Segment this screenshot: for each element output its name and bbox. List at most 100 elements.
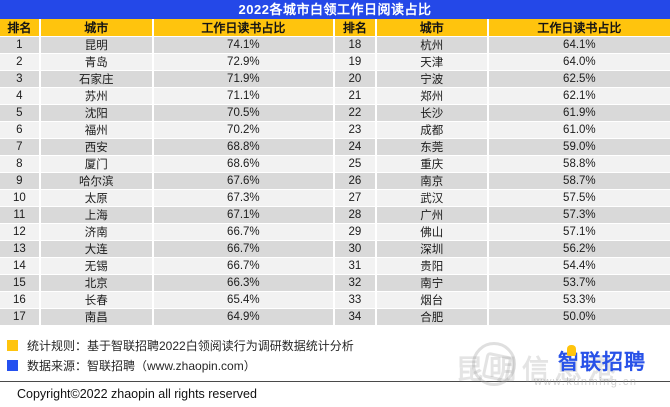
- share-cell: 50.0%: [488, 309, 670, 326]
- city-cell: 武汉: [376, 190, 489, 207]
- rank-cell: 32: [334, 275, 377, 292]
- city-cell: 杭州: [376, 37, 489, 54]
- share-cell: 71.1%: [153, 88, 335, 105]
- share-cell: 58.8%: [488, 156, 670, 173]
- city-cell: 北京: [40, 275, 154, 292]
- legend-item-stat-rule: 统计规则：基于智联招聘2022白领阅读行为调研数据统计分析: [7, 338, 670, 353]
- share-cell: 66.3%: [153, 275, 335, 292]
- legend: 统计规则：基于智联招聘2022白领阅读行为调研数据统计分析 数据来源：智联招聘（…: [0, 326, 670, 373]
- page-title: 2022各城市白领工作日阅读占比: [0, 0, 670, 19]
- share-cell: 67.6%: [153, 173, 335, 190]
- share-cell: 57.3%: [488, 207, 670, 224]
- share-cell: 66.7%: [153, 224, 335, 241]
- share-cell: 67.1%: [153, 207, 335, 224]
- city-cell: 佛山: [376, 224, 489, 241]
- table-row: 16 长春 65.4% 33 烟台 53.3%: [0, 292, 670, 309]
- rank-cell: 3: [0, 71, 41, 88]
- share-cell: 66.7%: [153, 258, 335, 275]
- blue-swatch-icon: [7, 360, 18, 371]
- city-cell: 天津: [376, 54, 489, 71]
- rank-cell: 4: [0, 88, 41, 105]
- col-header-city-left: 城市: [40, 19, 154, 37]
- share-cell: 57.5%: [488, 190, 670, 207]
- rank-cell: 27: [334, 190, 377, 207]
- share-cell: 54.4%: [488, 258, 670, 275]
- table-row: 15 北京 66.3% 32 南宁 53.7%: [0, 275, 670, 292]
- legend-item-data-source: 数据来源：智联招聘（www.zhaopin.com）: [7, 358, 670, 373]
- city-cell: 合肥: [376, 309, 489, 326]
- city-cell: 太原: [40, 190, 154, 207]
- share-cell: 64.9%: [153, 309, 335, 326]
- city-cell: 青岛: [40, 54, 154, 71]
- rank-cell: 16: [0, 292, 41, 309]
- city-cell: 济南: [40, 224, 154, 241]
- table-row: 7 西安 68.8% 24 东莞 59.0%: [0, 139, 670, 156]
- city-cell: 深圳: [376, 241, 489, 258]
- city-cell: 长沙: [376, 105, 489, 122]
- col-header-share-right: 工作日读书占比: [488, 19, 670, 37]
- share-cell: 62.1%: [488, 88, 670, 105]
- share-cell: 53.7%: [488, 275, 670, 292]
- rank-cell: 12: [0, 224, 41, 241]
- header-row: 排名 城市 工作日读书占比 排名 城市 工作日读书占比: [0, 19, 670, 37]
- share-cell: 61.9%: [488, 105, 670, 122]
- rank-cell: 26: [334, 173, 377, 190]
- rank-cell: 17: [0, 309, 41, 326]
- table-row: 4 苏州 71.1% 21 郑州 62.1%: [0, 88, 670, 105]
- rank-cell: 29: [334, 224, 377, 241]
- city-cell: 烟台: [376, 292, 489, 309]
- ranking-table: 排名 城市 工作日读书占比 排名 城市 工作日读书占比 1 昆明 74.1% 18 杭州…: [0, 19, 670, 326]
- city-cell: 苏州: [40, 88, 154, 105]
- copyright-text: Copyright©2022 zhaopin all rights reserv…: [17, 387, 257, 401]
- rank-cell: 25: [334, 156, 377, 173]
- share-cell: 59.0%: [488, 139, 670, 156]
- rank-cell: 30: [334, 241, 377, 258]
- rank-cell: 23: [334, 122, 377, 139]
- share-cell: 64.1%: [488, 37, 670, 54]
- share-cell: 61.0%: [488, 122, 670, 139]
- table-row: 10 太原 67.3% 27 武汉 57.5%: [0, 190, 670, 207]
- table-row: 5 沈阳 70.5% 22 长沙 61.9%: [0, 105, 670, 122]
- share-cell: 53.3%: [488, 292, 670, 309]
- table-row: 2 青岛 72.9% 19 天津 64.0%: [0, 54, 670, 71]
- city-cell: 上海: [40, 207, 154, 224]
- share-cell: 64.0%: [488, 54, 670, 71]
- yellow-swatch-icon: [7, 340, 18, 351]
- share-cell: 67.3%: [153, 190, 335, 207]
- city-cell: 石家庄: [40, 71, 154, 88]
- share-cell: 57.1%: [488, 224, 670, 241]
- table-row: 3 石家庄 71.9% 20 宁波 62.5%: [0, 71, 670, 88]
- city-cell: 南昌: [40, 309, 154, 326]
- share-cell: 62.5%: [488, 71, 670, 88]
- rank-cell: 1: [0, 37, 41, 54]
- rank-cell: 7: [0, 139, 41, 156]
- share-cell: 58.7%: [488, 173, 670, 190]
- city-cell: 贵阳: [376, 258, 489, 275]
- share-cell: 72.9%: [153, 54, 335, 71]
- share-cell: 56.2%: [488, 241, 670, 258]
- table-row: 12 济南 66.7% 29 佛山 57.1%: [0, 224, 670, 241]
- rank-cell: 19: [334, 54, 377, 71]
- city-cell: 宁波: [376, 71, 489, 88]
- share-cell: 65.4%: [153, 292, 335, 309]
- city-cell: 南京: [376, 173, 489, 190]
- table-row: 9 哈尔滨 67.6% 26 南京 58.7%: [0, 173, 670, 190]
- city-cell: 成都: [376, 122, 489, 139]
- table-row: 14 无锡 66.7% 31 贵阳 54.4%: [0, 258, 670, 275]
- rank-cell: 28: [334, 207, 377, 224]
- rank-cell: 24: [334, 139, 377, 156]
- city-cell: 哈尔滨: [40, 173, 154, 190]
- city-cell: 南宁: [376, 275, 489, 292]
- legend-stat-rule-text: 统计规则：基于智联招聘2022白领阅读行为调研数据统计分析: [27, 339, 354, 353]
- rank-cell: 5: [0, 105, 41, 122]
- city-cell: 东莞: [376, 139, 489, 156]
- table-row: 8 厦门 68.6% 25 重庆 58.8%: [0, 156, 670, 173]
- rank-cell: 8: [0, 156, 41, 173]
- rank-cell: 6: [0, 122, 41, 139]
- city-cell: 无锡: [40, 258, 154, 275]
- legend-data-source-text: 数据来源：智联招聘（www.zhaopin.com）: [27, 359, 256, 373]
- rank-cell: 9: [0, 173, 41, 190]
- rank-cell: 34: [334, 309, 377, 326]
- table-row: 17 南昌 64.9% 34 合肥 50.0%: [0, 309, 670, 326]
